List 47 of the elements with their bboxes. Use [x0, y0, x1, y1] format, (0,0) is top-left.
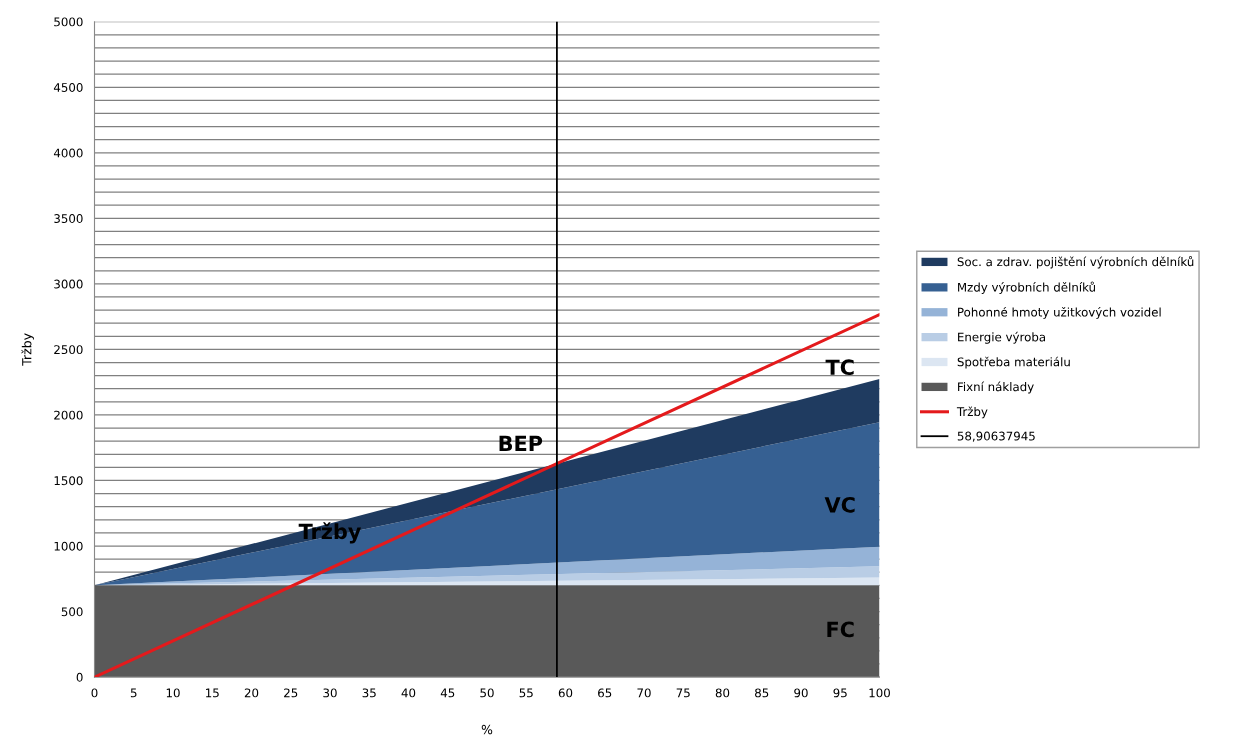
annotation: VC [824, 496, 855, 513]
legend-label: Spotřeba materiálu [957, 356, 1070, 369]
x-tick-label: 35 [362, 688, 376, 698]
y-tick-label: 2500 [54, 345, 83, 355]
legend-label: Energie výroba [958, 331, 1045, 344]
x-tick-label: 75 [676, 688, 690, 698]
legend-label: Tržby [956, 406, 988, 419]
legend-label: Soc. a zdrav. pojištění výrobních dělníků [957, 256, 1194, 269]
y-tick-label: 3000 [54, 279, 83, 289]
y-tick-label: 1500 [54, 476, 83, 486]
x-tick-label: 85 [755, 688, 769, 698]
x-tick-label: 100 [869, 688, 890, 698]
y-tick-label: 500 [61, 607, 83, 617]
x-tick-label: 40 [401, 688, 416, 698]
x-tick-label: 60 [558, 688, 573, 698]
x-tick-label: 25 [284, 688, 298, 698]
x-tick-label: 0 [91, 688, 98, 698]
x-tick-label: 10 [166, 688, 180, 698]
x-tick-label: 95 [833, 688, 847, 698]
x-tick-label: 30 [323, 688, 337, 698]
y-tick-label: 2000 [54, 410, 83, 420]
legend-label: 58,90637945 [957, 431, 1035, 442]
annotation: TC [825, 359, 854, 376]
legend-label: Fixní náklady [958, 381, 1034, 394]
x-tick-label: 50 [480, 688, 494, 698]
x-tick-label: 5 [130, 688, 137, 698]
x-tick-label: 70 [637, 688, 651, 698]
x-tick-label: 65 [598, 688, 612, 698]
y-tick-label: 3500 [54, 214, 83, 223]
x-tick-label: 45 [440, 688, 455, 698]
annotation: FC [827, 621, 854, 638]
legend-label: Pohonné hmoty užitkových vozidel [958, 306, 1161, 319]
x-tick-label: 55 [519, 688, 533, 698]
legend-label: Mzdy výrobních dělníků [958, 281, 1095, 294]
x-tick-label: 90 [794, 688, 808, 698]
x-tick-label: 80 [715, 688, 730, 698]
x-axis-title: % [481, 724, 493, 735]
x-tick-label: 20 [244, 688, 259, 698]
x-tick-label: 15 [206, 688, 219, 698]
y-axis-title: Tržby [21, 333, 34, 366]
annotation: Tržby [298, 522, 362, 544]
y-tick-label: 1000 [54, 541, 83, 551]
y-tick-label: 4000 [53, 148, 83, 158]
y-tick-label: 4500 [53, 82, 83, 92]
annotation: BEP [499, 435, 543, 452]
y-tick-label: 0 [76, 672, 83, 682]
y-tick-label: 5000 [54, 17, 83, 27]
